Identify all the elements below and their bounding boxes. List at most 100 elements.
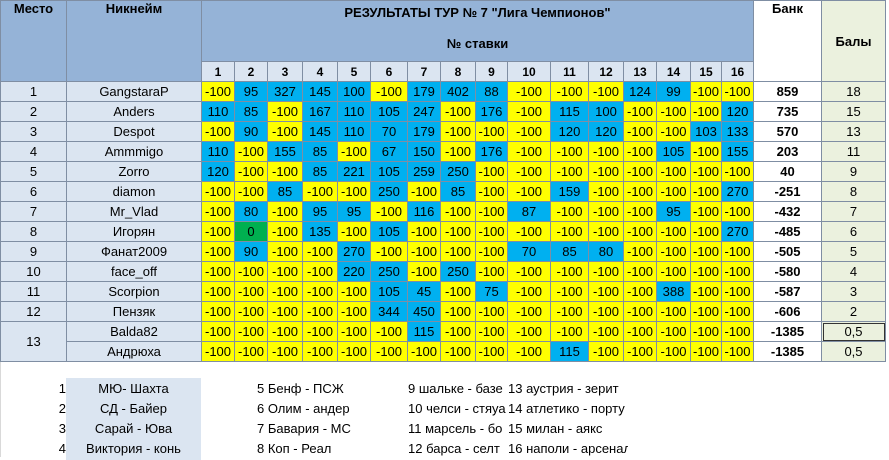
place-cell[interactable]: 1 <box>0 81 67 102</box>
bet-cell[interactable]: -100 <box>690 141 722 162</box>
bet-cell[interactable]: 270 <box>721 181 754 202</box>
bet-cell[interactable]: -100 <box>656 301 691 322</box>
bet-cell[interactable]: -100 <box>440 121 476 142</box>
bet-cell[interactable]: -100 <box>370 341 408 362</box>
points-cell[interactable]: 6 <box>821 221 886 242</box>
bet-cell[interactable]: -100 <box>440 221 476 242</box>
bet-cell[interactable]: -100 <box>507 301 551 322</box>
bet-cell[interactable]: 85 <box>302 141 338 162</box>
points-header[interactable]: Балы <box>821 0 886 82</box>
legend-match[interactable]: Сарай - Юва <box>66 418 201 440</box>
nickname-cell[interactable]: Фанат2009 <box>66 241 202 262</box>
bet-cell[interactable]: -100 <box>623 121 657 142</box>
bet-cell[interactable]: -100 <box>623 201 657 222</box>
bet-cell[interactable]: 70 <box>507 241 551 262</box>
legend-match[interactable]: 8 Коп - Реал <box>257 441 332 456</box>
bet-cell[interactable]: -100 <box>690 241 722 262</box>
bet-cell[interactable]: -100 <box>588 321 624 342</box>
bank-cell[interactable]: 570 <box>753 121 822 142</box>
bet-cell[interactable]: -100 <box>267 121 303 142</box>
bet-cell[interactable]: 327 <box>267 81 303 102</box>
bet-cell[interactable]: -100 <box>690 321 722 342</box>
bet-cell[interactable]: -100 <box>656 101 691 122</box>
bet-cell[interactable]: -100 <box>201 221 235 242</box>
bet-cell[interactable]: -100 <box>588 181 624 202</box>
bet-cell[interactable]: -100 <box>337 181 371 202</box>
bet-number-13[interactable]: 13 <box>623 61 657 82</box>
bet-number-15[interactable]: 15 <box>690 61 722 82</box>
place-cell[interactable]: 7 <box>0 201 67 222</box>
legend-match[interactable]: 16 наполи - арсенал <box>508 441 628 456</box>
place-cell[interactable]: 4 <box>0 141 67 162</box>
bet-cell[interactable]: 250 <box>440 261 476 282</box>
bet-cell[interactable]: -100 <box>475 121 508 142</box>
legend-match[interactable]: 14 атлетико - порту <box>508 401 625 416</box>
bet-number-14[interactable]: 14 <box>656 61 691 82</box>
bet-cell[interactable]: 110 <box>201 101 235 122</box>
bet-cell[interactable]: 95 <box>656 201 691 222</box>
bet-cell[interactable]: -100 <box>550 161 589 182</box>
bet-cell[interactable]: 70 <box>370 121 408 142</box>
bet-cell[interactable]: -100 <box>588 221 624 242</box>
bet-cell[interactable]: -100 <box>440 241 476 262</box>
bet-cell[interactable]: 179 <box>407 81 441 102</box>
bet-cell[interactable]: -100 <box>507 181 551 202</box>
bet-cell[interactable]: -100 <box>267 321 303 342</box>
legend-number[interactable]: 4 <box>58 441 66 456</box>
points-cell[interactable]: 0,5 <box>821 341 886 362</box>
bet-cell[interactable]: -100 <box>475 241 508 262</box>
bank-cell[interactable]: -606 <box>753 301 822 322</box>
legend-match[interactable]: 6 Олим - андер <box>257 401 350 416</box>
bet-cell[interactable]: -100 <box>623 261 657 282</box>
bet-cell[interactable]: -100 <box>302 181 338 202</box>
bet-cell[interactable]: 100 <box>337 81 371 102</box>
bet-cell[interactable]: -100 <box>623 141 657 162</box>
bet-cell[interactable]: -100 <box>234 141 268 162</box>
bet-cell[interactable]: -100 <box>201 301 235 322</box>
bet-cell[interactable]: -100 <box>475 261 508 282</box>
bet-cell[interactable]: -100 <box>656 121 691 142</box>
bet-cell[interactable]: 270 <box>337 241 371 262</box>
bet-number-7[interactable]: 7 <box>407 61 441 82</box>
bet-cell[interactable]: 45 <box>407 281 441 302</box>
bet-cell[interactable]: 85 <box>550 241 589 262</box>
bank-cell[interactable]: -1385 <box>753 321 822 342</box>
bet-cell[interactable]: 221 <box>337 161 371 182</box>
bet-cell[interactable]: -100 <box>690 341 722 362</box>
bet-cell[interactable]: -100 <box>623 161 657 182</box>
bet-cell[interactable]: -100 <box>690 101 722 122</box>
bet-cell[interactable]: -100 <box>588 261 624 282</box>
bet-cell[interactable]: 85 <box>267 181 303 202</box>
bet-cell[interactable]: -100 <box>690 261 722 282</box>
bet-cell[interactable]: -100 <box>550 281 589 302</box>
nickname-cell[interactable]: Ammmigo <box>66 141 202 162</box>
nickname-cell[interactable]: Scorpion <box>66 281 202 302</box>
bet-cell[interactable]: 120 <box>721 101 754 122</box>
bet-cell[interactable]: -100 <box>267 301 303 322</box>
bet-cell[interactable]: 135 <box>302 221 338 242</box>
bet-cell[interactable]: 110 <box>337 121 371 142</box>
bet-cell[interactable]: -100 <box>475 321 508 342</box>
bet-cell[interactable]: 145 <box>302 81 338 102</box>
bet-cell[interactable]: -100 <box>201 121 235 142</box>
bank-cell[interactable]: -587 <box>753 281 822 302</box>
bank-cell[interactable]: 203 <box>753 141 822 162</box>
bet-cell[interactable]: -100 <box>475 201 508 222</box>
bet-cell[interactable]: -100 <box>690 81 722 102</box>
bet-cell[interactable]: -100 <box>234 281 268 302</box>
bet-cell[interactable]: -100 <box>234 341 268 362</box>
legend-match[interactable]: МЮ- Шахта <box>66 378 201 400</box>
bet-cell[interactable]: 115 <box>550 341 589 362</box>
points-cell[interactable]: 11 <box>821 141 886 162</box>
bet-cell[interactable]: -100 <box>588 281 624 302</box>
bet-cell[interactable]: 120 <box>201 161 235 182</box>
bank-cell[interactable]: -580 <box>753 261 822 282</box>
bet-cell[interactable]: 155 <box>721 141 754 162</box>
bet-cell[interactable]: -100 <box>656 161 691 182</box>
nickname-cell[interactable]: GangstaraP <box>66 81 202 102</box>
bet-cell[interactable]: -100 <box>475 161 508 182</box>
bet-cell[interactable]: -100 <box>588 341 624 362</box>
bet-cell[interactable]: 159 <box>550 181 589 202</box>
bet-cell[interactable]: -100 <box>507 261 551 282</box>
place-cell[interactable]: 8 <box>0 221 67 242</box>
